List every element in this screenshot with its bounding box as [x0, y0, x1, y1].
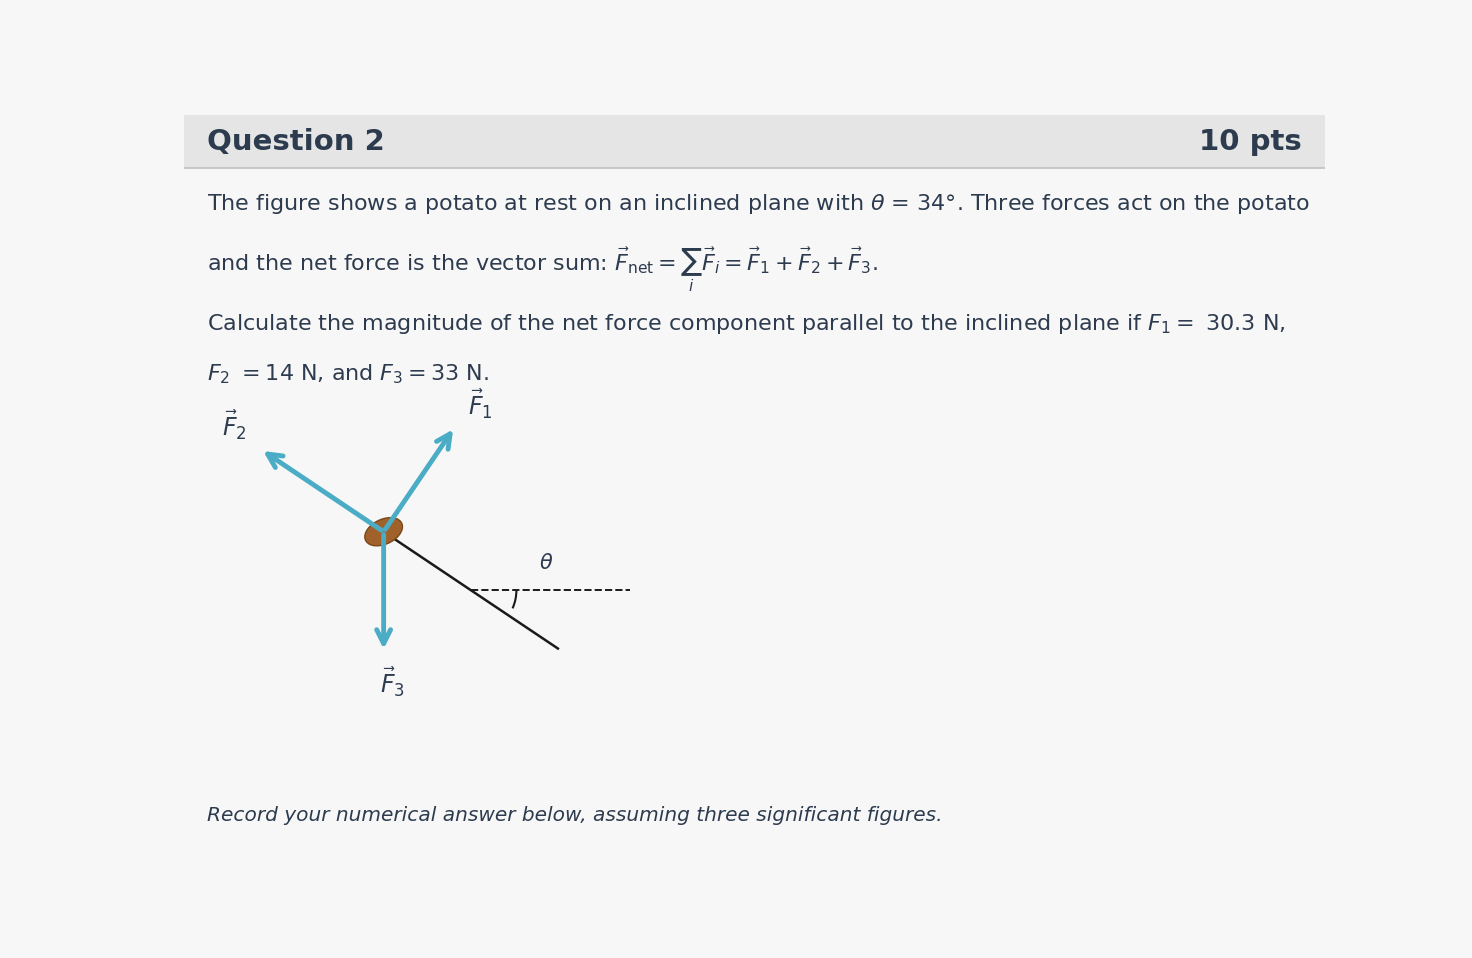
Text: Question 2: Question 2	[206, 127, 384, 155]
Text: 10 pts: 10 pts	[1200, 127, 1301, 155]
Text: $\vec{F}_3$: $\vec{F}_3$	[380, 665, 405, 699]
Text: $\vec{F}_1$: $\vec{F}_1$	[468, 387, 493, 422]
Text: $\theta$: $\theta$	[539, 553, 553, 573]
Text: $\vec{F}_2$: $\vec{F}_2$	[222, 408, 247, 442]
Text: Calculate the magnitude of the net force component parallel to the inclined plan: Calculate the magnitude of the net force…	[206, 312, 1285, 336]
Bar	[184, 115, 1325, 168]
Text: and the net force is the vector sum: $\vec{F}_\mathrm{net} = \sum_i \vec{F}_i = : and the net force is the vector sum: $\v…	[206, 245, 877, 294]
Ellipse shape	[365, 517, 402, 546]
Text: Record your numerical answer below, assuming three significant figures.: Record your numerical answer below, assu…	[206, 806, 942, 825]
Text: The figure shows a potato at rest on an inclined plane with $\theta$ = 34°. Thre: The figure shows a potato at rest on an …	[206, 193, 1310, 217]
Text: $F_2\ =14$ N, and $F_3 = 33$ N.: $F_2\ =14$ N, and $F_3 = 33$ N.	[206, 362, 489, 386]
